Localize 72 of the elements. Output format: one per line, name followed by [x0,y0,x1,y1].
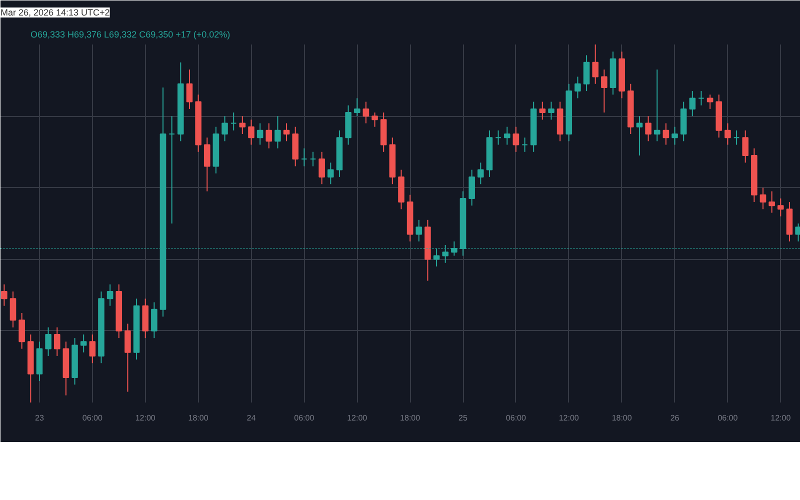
x-tick-label: 18:00 [400,414,421,422]
candlestick [672,126,678,146]
candlestick [354,98,360,117]
candlestick [89,334,96,364]
candlestick [778,198,784,217]
x-tick-label: 18:00 [188,414,209,422]
candlestick [662,122,670,146]
candlestick [733,130,740,146]
candlestick [1,284,8,306]
candlestick [706,94,714,110]
candlestick [222,116,228,142]
candlestick [689,90,696,117]
candlestick [186,69,193,110]
candlestick [248,119,254,146]
candlestick [204,137,210,192]
candlestick [18,312,25,350]
x-tick-label: 06:00 [294,414,315,422]
candlestick [106,284,114,306]
candlestick [151,302,158,339]
x-tick-label: 23 [35,414,44,422]
chart-subtitle: O69,333 H69,376 L69,332 C69,350 +17 (+0.02%) [30,30,230,40]
candlestick [416,219,422,242]
candlestick [768,190,775,214]
candlestick [495,130,502,146]
candlestick [256,122,264,146]
x-tick-label: 25 [458,414,468,422]
candlestick [636,116,643,156]
candlestick [80,334,87,353]
candlestick [274,116,281,149]
candlestick [362,101,370,124]
candlestick [522,137,528,152]
candlestick [504,126,510,146]
x-tick-label: 06:00 [82,414,103,422]
candlestick [645,116,652,142]
candlestick [539,101,546,120]
candlestick [310,151,316,167]
candlestick [478,162,484,185]
candlestick [698,90,704,106]
candlestick [230,112,237,131]
candlestick [601,69,608,114]
candlestick [301,148,308,167]
x-tick-label: 12:00 [135,414,156,422]
candlestick [574,76,581,99]
candlestick [372,112,378,128]
x-tick-label: 12:00 [770,414,792,422]
x-tick-label: 06:00 [506,414,526,422]
candlestick [328,162,334,185]
x-tick-label: 26 [670,414,680,422]
chart-title: Mar 26, 2026 14:13 UTC+2 [0,8,110,18]
candlestick [512,126,520,152]
candlestick [760,187,766,210]
candlestick [54,326,60,356]
candlestick [318,151,325,185]
candlestick [266,122,272,149]
x-tick-label: 12:00 [347,414,368,422]
candlestick [124,323,131,392]
candlestick [468,169,475,206]
candlestick [10,291,16,328]
candlestick [583,54,590,92]
x-tick-label: 12:00 [558,414,580,422]
candlestick [742,130,748,164]
candlestick [45,326,52,356]
candlestick [283,122,290,142]
candlestick [724,122,731,146]
candlestick [168,116,175,224]
x-tick-label: 06:00 [718,414,738,422]
x-tick-label: 24 [246,414,256,422]
x-tick-label: 18:00 [612,414,632,422]
candlestick [548,101,554,120]
candlestick [592,44,598,84]
candlestick [239,116,246,134]
candlestick [654,69,660,142]
